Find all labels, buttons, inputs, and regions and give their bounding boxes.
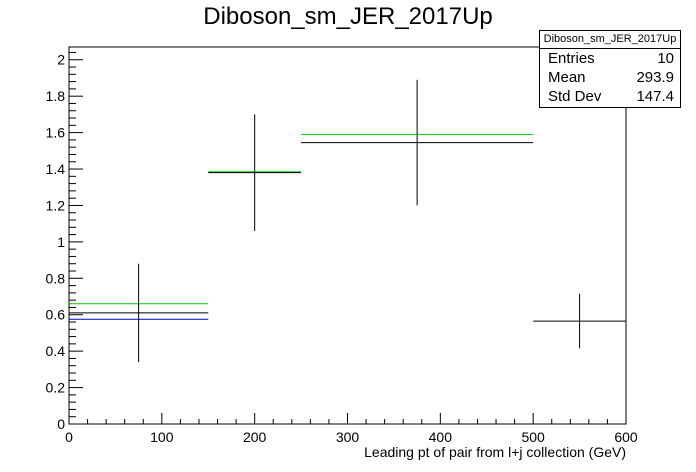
x-tick-label: 0 xyxy=(65,429,73,445)
y-tick-label: 1.4 xyxy=(46,161,66,177)
stats-row-std-dev: Std Dev 147.4 xyxy=(540,87,680,106)
stats-row-mean: Mean 293.9 xyxy=(540,68,680,87)
y-axis: 0 0.2 0.4 0.6 0.8 1 1.2 1.4 1.6 1.8 2 xyxy=(46,52,83,432)
x-tick-label: 100 xyxy=(150,429,174,445)
x-tick-label: 400 xyxy=(429,429,453,445)
y-tick-label: 0 xyxy=(57,416,65,432)
stats-label: Mean xyxy=(548,69,586,86)
stats-row-entries: Entries 10 xyxy=(540,49,680,68)
stats-value: 10 xyxy=(657,50,674,67)
x-tick-label: 500 xyxy=(521,429,545,445)
stats-box: Diboson_sm_JER_2017Up Entries 10 Mean 29… xyxy=(539,30,681,108)
y-tick-label: 0.6 xyxy=(46,307,66,323)
x-tick-label: 300 xyxy=(336,429,360,445)
stats-value: 293.9 xyxy=(636,69,674,86)
y-tick-label: 0.2 xyxy=(46,380,66,396)
stats-label: Entries xyxy=(548,50,595,67)
x-tick-label: 200 xyxy=(243,429,267,445)
x-tick-label: 600 xyxy=(614,429,638,445)
stats-value: 147.4 xyxy=(636,88,674,105)
y-tick-label: 0.4 xyxy=(46,343,66,359)
stats-label: Std Dev xyxy=(548,88,602,105)
y-tick-label: 1.2 xyxy=(46,197,66,213)
series-0 xyxy=(69,79,626,363)
x-axis-title: Leading pt of pair from l+j collection (… xyxy=(364,444,626,460)
x-axis: 0 100 200 300 400 500 600 xyxy=(65,413,638,445)
chart-title: Diboson_sm_JER_2017Up xyxy=(203,3,493,30)
y-tick-label: 2 xyxy=(57,52,65,68)
y-tick-label: 1 xyxy=(57,234,65,250)
series-layer xyxy=(69,79,626,363)
y-tick-label: 1.8 xyxy=(46,88,66,104)
stats-title: Diboson_sm_JER_2017Up xyxy=(540,31,680,49)
y-tick-label: 0.8 xyxy=(46,270,66,286)
y-tick-label: 1.6 xyxy=(46,125,66,141)
